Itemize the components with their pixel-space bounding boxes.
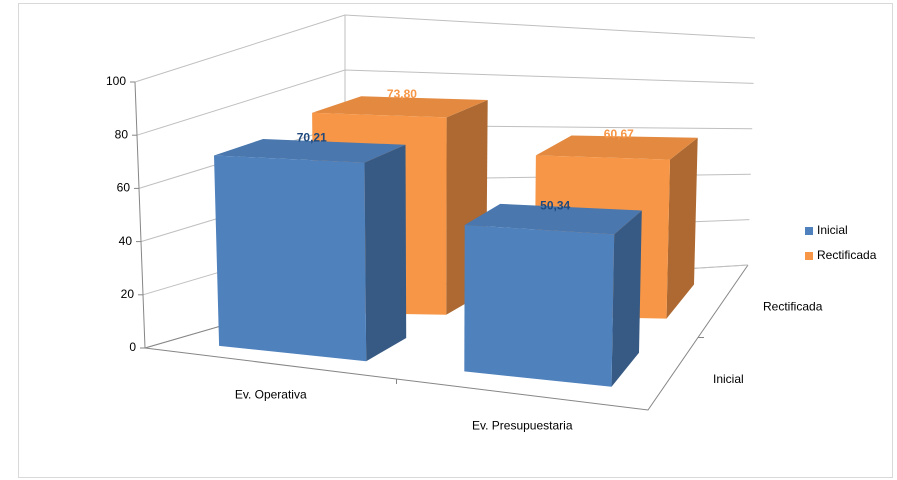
- legend-swatch: [805, 252, 813, 260]
- depth-tick-label: Rectificada: [763, 299, 823, 313]
- y-tick-label: 40: [119, 234, 133, 248]
- bar-top: [464, 203, 642, 235]
- y-tick-label: 80: [115, 127, 129, 141]
- bar-side: [666, 137, 698, 319]
- x-tick-label: Ev. Presupuestaria: [472, 419, 573, 433]
- y-tick-label: 0: [129, 340, 136, 354]
- y-tick-label: 60: [117, 181, 131, 195]
- legend-swatch: [805, 227, 813, 235]
- value-label: 60,67: [604, 127, 634, 141]
- bar-top: [535, 135, 698, 160]
- bar-side: [364, 144, 407, 362]
- bar-top: [214, 139, 406, 163]
- y-tick-label: 20: [121, 287, 135, 301]
- value-label: 73,80: [387, 87, 417, 101]
- x-tick-label: Ev. Operativa: [235, 388, 307, 402]
- depth-tick-label: Inicial: [713, 372, 744, 386]
- y-axis: [134, 81, 146, 349]
- legend-label: Inicial: [817, 223, 848, 237]
- y-tick-label: 100: [106, 74, 126, 88]
- bar-top: [312, 96, 488, 118]
- bar-side: [611, 210, 642, 387]
- legend-label: Rectificada: [817, 248, 877, 262]
- bar-front: [214, 155, 367, 362]
- value-label: 70,21: [297, 131, 327, 145]
- bar-front: [464, 225, 615, 387]
- value-label: 50,34: [540, 199, 570, 213]
